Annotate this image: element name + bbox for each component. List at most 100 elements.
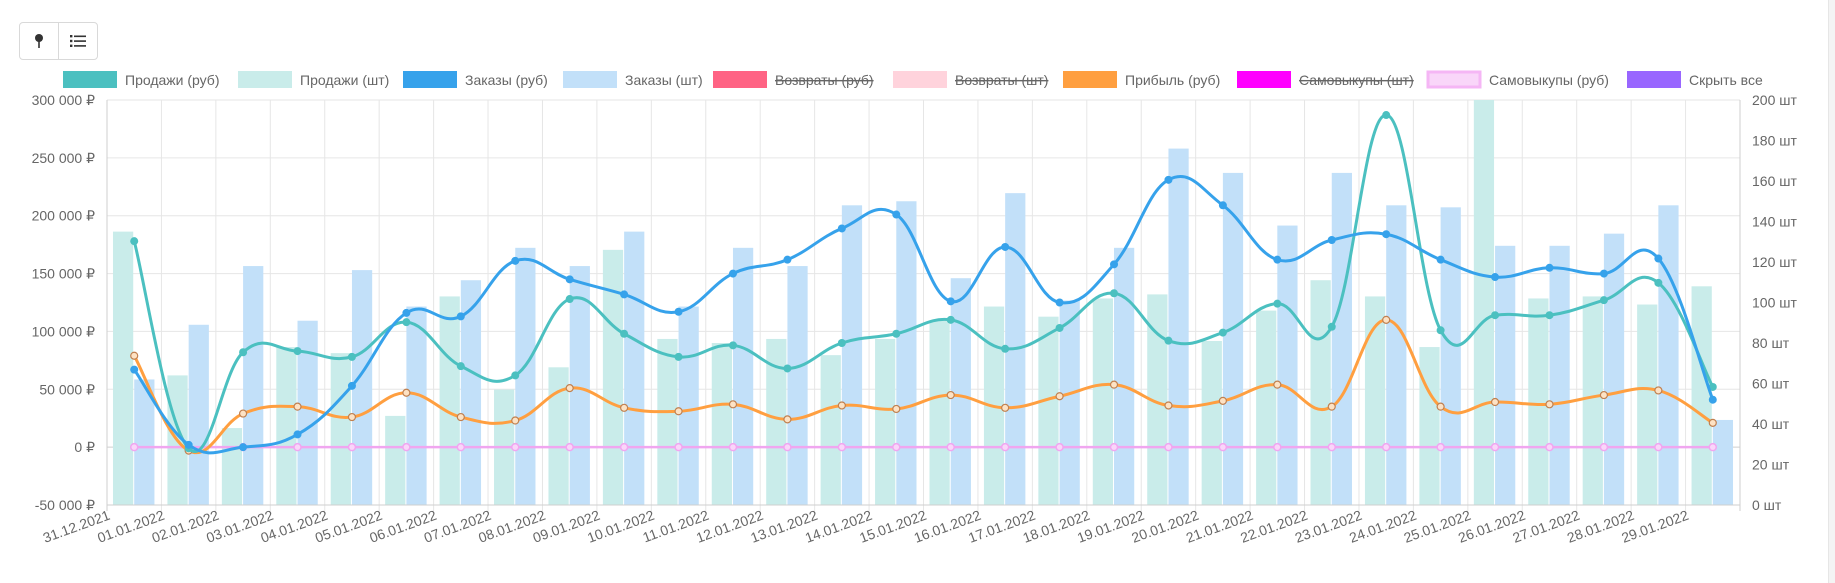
bar[interactable] [1222, 172, 1244, 505]
data-point[interactable] [1164, 175, 1173, 184]
pin-button[interactable] [20, 23, 58, 59]
data-point[interactable] [619, 442, 629, 452]
data-point[interactable] [565, 275, 574, 284]
data-point[interactable] [1491, 273, 1500, 282]
data-point[interactable] [293, 402, 302, 411]
bar[interactable] [1691, 286, 1712, 505]
data-point[interactable] [783, 255, 792, 264]
bar[interactable] [1364, 296, 1386, 505]
data-point[interactable] [347, 381, 356, 390]
bar[interactable] [1528, 298, 1549, 505]
data-point[interactable] [402, 388, 411, 397]
legend-item-заказы-шт[interactable]: Заказы (шт) [563, 71, 703, 88]
bar[interactable] [112, 231, 134, 505]
data-point[interactable] [1382, 315, 1391, 324]
data-point[interactable] [456, 412, 465, 422]
data-point[interactable] [347, 412, 357, 422]
data-point[interactable] [1273, 255, 1282, 264]
data-point[interactable] [402, 318, 411, 327]
data-point[interactable] [1218, 396, 1227, 405]
legend-item-возвраты-руб[interactable]: Возвраты (руб) [713, 71, 874, 88]
bar[interactable] [1059, 300, 1080, 505]
data-point[interactable] [1164, 442, 1173, 452]
data-point[interactable] [347, 352, 356, 361]
data-point[interactable] [1327, 236, 1336, 245]
bar[interactable] [221, 428, 243, 505]
data-point[interactable] [946, 297, 955, 306]
data-point[interactable] [837, 401, 846, 410]
data-point[interactable] [1055, 323, 1064, 332]
data-point[interactable] [946, 315, 955, 324]
legend-item-возвраты-шт[interactable]: Возвраты (шт) [893, 71, 1048, 88]
data-point[interactable] [892, 210, 901, 219]
data-point[interactable] [1545, 263, 1554, 272]
bar[interactable] [624, 231, 645, 505]
bar[interactable] [766, 338, 787, 505]
data-point[interactable] [1436, 326, 1445, 335]
bar[interactable] [602, 249, 624, 505]
data-point[interactable] [1654, 442, 1663, 452]
data-point[interactable] [565, 442, 574, 452]
data-point[interactable] [1490, 397, 1500, 407]
bar[interactable] [820, 355, 841, 505]
data-point[interactable] [1327, 322, 1336, 331]
bar[interactable] [787, 266, 808, 505]
data-point[interactable] [293, 442, 302, 452]
data-point[interactable] [1436, 442, 1445, 452]
bar[interactable] [950, 278, 971, 505]
legend-item-прибыль-руб[interactable]: Прибыль (руб) [1063, 71, 1220, 88]
data-point[interactable] [293, 430, 302, 439]
data-point[interactable] [783, 442, 792, 452]
bar[interactable] [569, 266, 590, 505]
data-point[interactable] [837, 442, 847, 452]
data-point[interactable] [1654, 386, 1663, 395]
data-point[interactable] [892, 329, 901, 338]
data-point[interactable] [511, 416, 520, 425]
data-point[interactable] [402, 442, 411, 452]
data-point[interactable] [783, 364, 792, 373]
data-point[interactable] [347, 442, 357, 452]
data-point[interactable] [1599, 390, 1609, 400]
data-point[interactable] [1545, 400, 1554, 409]
data-point[interactable] [1708, 418, 1717, 427]
data-point[interactable] [837, 339, 846, 347]
data-point[interactable] [1382, 230, 1391, 239]
bar[interactable] [188, 324, 209, 505]
data-point[interactable] [1381, 442, 1391, 452]
bar[interactable] [732, 247, 754, 505]
data-point[interactable] [129, 442, 139, 452]
bar[interactable] [243, 266, 264, 505]
data-point[interactable] [674, 407, 683, 416]
data-point[interactable] [511, 442, 520, 452]
data-point[interactable] [674, 352, 683, 361]
data-point[interactable] [1218, 442, 1228, 452]
data-point[interactable] [1000, 442, 1010, 452]
data-point[interactable] [1708, 442, 1718, 452]
data-point[interactable] [1110, 289, 1119, 298]
bar[interactable] [297, 320, 318, 505]
legend-item-самовыкупы-руб[interactable]: Самовыкупы (руб) [1426, 70, 1609, 89]
data-point[interactable] [293, 347, 302, 356]
bar[interactable] [1092, 298, 1114, 505]
data-point[interactable] [728, 341, 737, 350]
data-point[interactable] [674, 442, 683, 452]
data-point[interactable] [1654, 254, 1663, 263]
data-point[interactable] [1218, 328, 1227, 337]
bar[interactable] [1495, 245, 1516, 506]
data-point[interactable] [1273, 299, 1282, 308]
bar[interactable] [460, 280, 482, 505]
data-point[interactable] [620, 290, 629, 299]
data-point[interactable] [1654, 278, 1663, 287]
bar[interactable] [439, 296, 460, 505]
bar[interactable] [385, 415, 406, 505]
data-point[interactable] [565, 295, 574, 304]
data-point[interactable] [1110, 260, 1119, 269]
list-button[interactable] [58, 23, 97, 59]
data-point[interactable] [1055, 442, 1064, 452]
data-point[interactable] [402, 308, 411, 317]
bar[interactable] [841, 205, 863, 506]
bar[interactable] [929, 320, 950, 505]
legend-item-продажи-руб[interactable]: Продажи (руб) [63, 71, 220, 88]
bar[interactable] [1201, 340, 1222, 505]
data-point[interactable] [946, 390, 955, 400]
